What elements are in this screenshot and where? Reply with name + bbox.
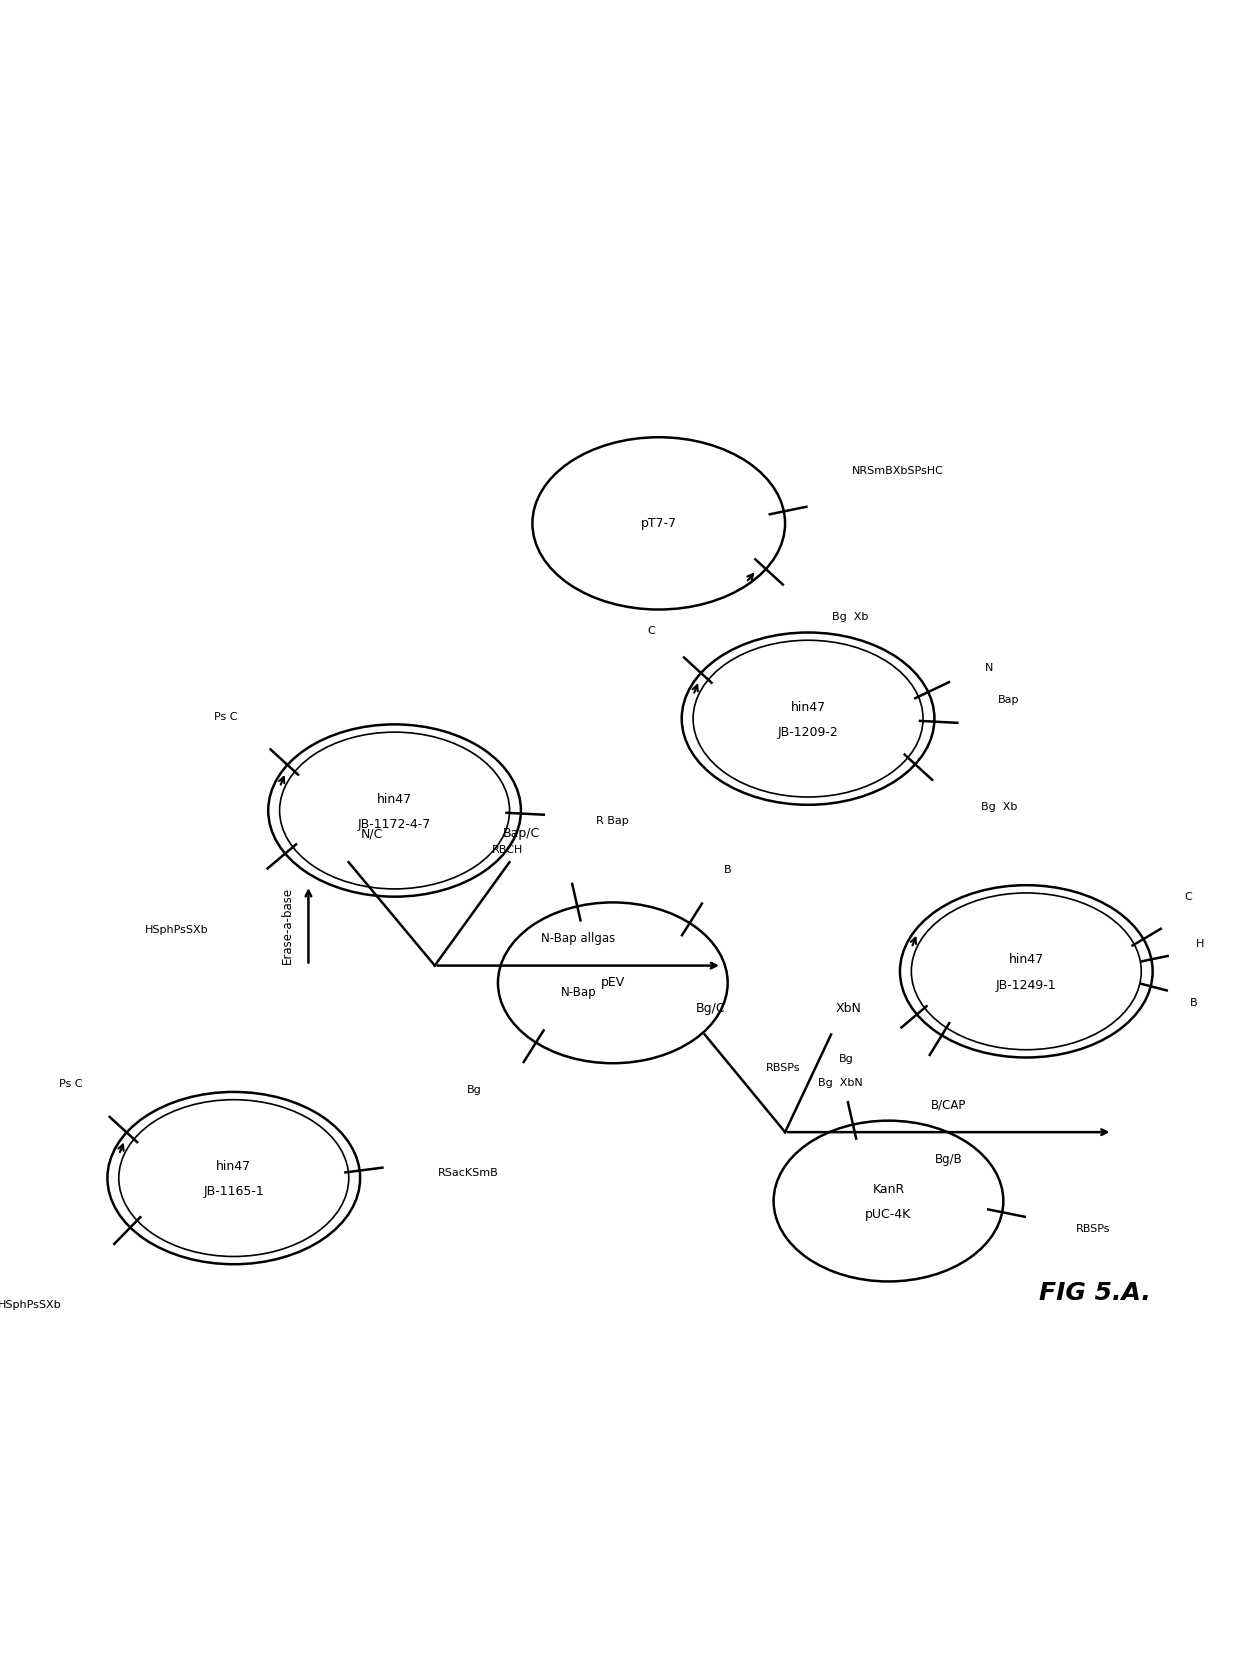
Text: Erase-a-base: Erase-a-base (281, 887, 294, 964)
Text: JB-1249-1: JB-1249-1 (996, 979, 1056, 992)
Text: RSacKSmB: RSacKSmB (438, 1167, 498, 1177)
Text: JB-1172-4-7: JB-1172-4-7 (358, 818, 432, 830)
Text: Bg: Bg (467, 1085, 482, 1095)
Text: JB-1165-1: JB-1165-1 (203, 1185, 264, 1199)
Text: pUC-4K: pUC-4K (866, 1209, 911, 1222)
Text: RBSPs: RBSPs (766, 1064, 801, 1074)
Text: pT7-7: pT7-7 (641, 517, 677, 530)
Text: NRSmBXbSPsHC: NRSmBXbSPsHC (852, 467, 944, 477)
Text: RBSPs: RBSPs (1076, 1224, 1111, 1234)
Text: B: B (1190, 999, 1198, 1009)
Text: Ps C: Ps C (215, 712, 238, 722)
Text: Bg  Xb: Bg Xb (981, 802, 1018, 812)
Text: Bg  Xb: Bg Xb (832, 612, 868, 622)
Text: C: C (1184, 892, 1192, 902)
Text: HSphPsSXb: HSphPsSXb (0, 1300, 62, 1310)
Text: HSphPsSXb: HSphPsSXb (145, 925, 208, 935)
Text: H: H (1197, 939, 1204, 949)
Text: RBCH: RBCH (492, 845, 523, 855)
Text: JB-1209-2: JB-1209-2 (777, 725, 838, 738)
Text: N: N (985, 663, 993, 673)
Text: Bg/C: Bg/C (696, 1002, 725, 1015)
Text: FIG 5.A.: FIG 5.A. (1039, 1280, 1151, 1305)
Text: pEV: pEV (600, 977, 625, 989)
Text: Ps C: Ps C (60, 1079, 83, 1089)
Text: XbN: XbN (836, 1002, 862, 1015)
Text: Bg: Bg (838, 1055, 853, 1065)
Text: C: C (647, 625, 655, 635)
Text: hin47: hin47 (216, 1160, 252, 1174)
Text: N-Bap: N-Bap (560, 987, 596, 999)
Text: Bg/B: Bg/B (935, 1154, 962, 1165)
Text: hin47: hin47 (1009, 954, 1044, 967)
Text: B: B (724, 865, 732, 875)
Text: B/CAP: B/CAP (931, 1099, 966, 1112)
Text: Bg  XbN: Bg XbN (818, 1079, 863, 1089)
Text: hin47: hin47 (377, 792, 412, 805)
Text: R Bap: R Bap (596, 815, 629, 825)
Text: N-Bap allgas: N-Bap allgas (541, 932, 615, 945)
Text: N/C: N/C (361, 827, 383, 840)
Text: hin47: hin47 (791, 700, 826, 713)
Text: Bap: Bap (998, 695, 1019, 705)
Text: KanR: KanR (873, 1184, 905, 1195)
Text: Bap/C: Bap/C (502, 827, 539, 840)
